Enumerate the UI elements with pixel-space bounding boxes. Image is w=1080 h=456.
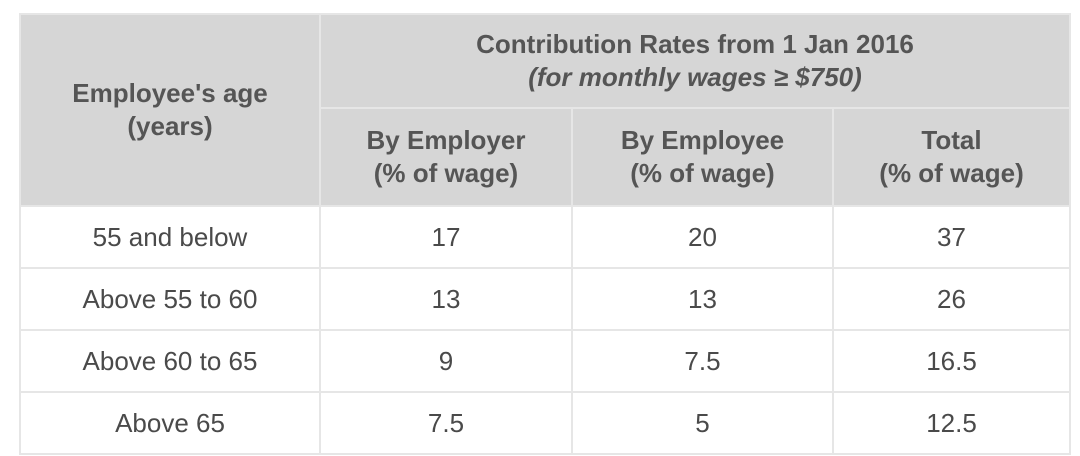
total-rate-cell: 26 xyxy=(831,267,1072,331)
employer-header-line1: By Employer xyxy=(366,125,526,155)
employer-header-line2: (% of wage) xyxy=(373,158,519,188)
age-cell: 55 and below xyxy=(19,205,321,269)
total-header-line2: (% of wage) xyxy=(879,158,1024,188)
table-row: Above 65 7.5 5 12.5 xyxy=(19,391,1072,455)
total-header-line1: Total xyxy=(921,125,982,155)
group-header-title: Contribution Rates from 1 Jan 2016 xyxy=(476,29,914,59)
table-row: Above 60 to 65 9 7.5 16.5 xyxy=(19,329,1072,393)
contribution-rates-table-container: Employee's age (years) Contribution Rate… xyxy=(19,13,1072,455)
contribution-rates-group-header: Contribution Rates from 1 Jan 2016 (for … xyxy=(318,13,1072,109)
table-row: 55 and below 17 20 37 xyxy=(19,205,1072,269)
total-column-header: Total (% of wage) xyxy=(831,107,1072,207)
employer-rate-cell: 9 xyxy=(319,329,573,393)
employee-header-line2: (% of wage) xyxy=(630,158,775,188)
age-header-line1: Employee's age xyxy=(72,78,268,108)
total-rate-cell: 37 xyxy=(831,205,1072,269)
employer-rate-cell: 17 xyxy=(319,205,573,269)
total-rate-cell: 16.5 xyxy=(831,329,1072,393)
age-header-line2: (years) xyxy=(127,111,213,141)
employer-rate-cell: 13 xyxy=(319,267,573,331)
total-rate-cell: 12.5 xyxy=(831,391,1072,455)
employer-rate-cell: 7.5 xyxy=(319,391,573,455)
employee-rate-cell: 13 xyxy=(571,267,834,331)
employee-column-header: By Employee (% of wage) xyxy=(571,107,834,207)
age-cell: Above 65 xyxy=(19,391,321,455)
age-column-header: Employee's age (years) xyxy=(19,13,321,207)
age-cell: Above 60 to 65 xyxy=(19,329,321,393)
employer-column-header: By Employer (% of wage) xyxy=(319,107,573,207)
table-row: Above 55 to 60 13 13 26 xyxy=(19,267,1072,331)
employee-rate-cell: 20 xyxy=(571,205,834,269)
group-header-subtitle: (for monthly wages ≥ $750) xyxy=(528,62,862,92)
contribution-rates-table: Employee's age (years) Contribution Rate… xyxy=(19,13,1072,455)
employee-rate-cell: 5 xyxy=(571,391,834,455)
employee-rate-cell: 7.5 xyxy=(571,329,834,393)
age-cell: Above 55 to 60 xyxy=(19,267,321,331)
employee-header-line1: By Employee xyxy=(620,125,785,155)
